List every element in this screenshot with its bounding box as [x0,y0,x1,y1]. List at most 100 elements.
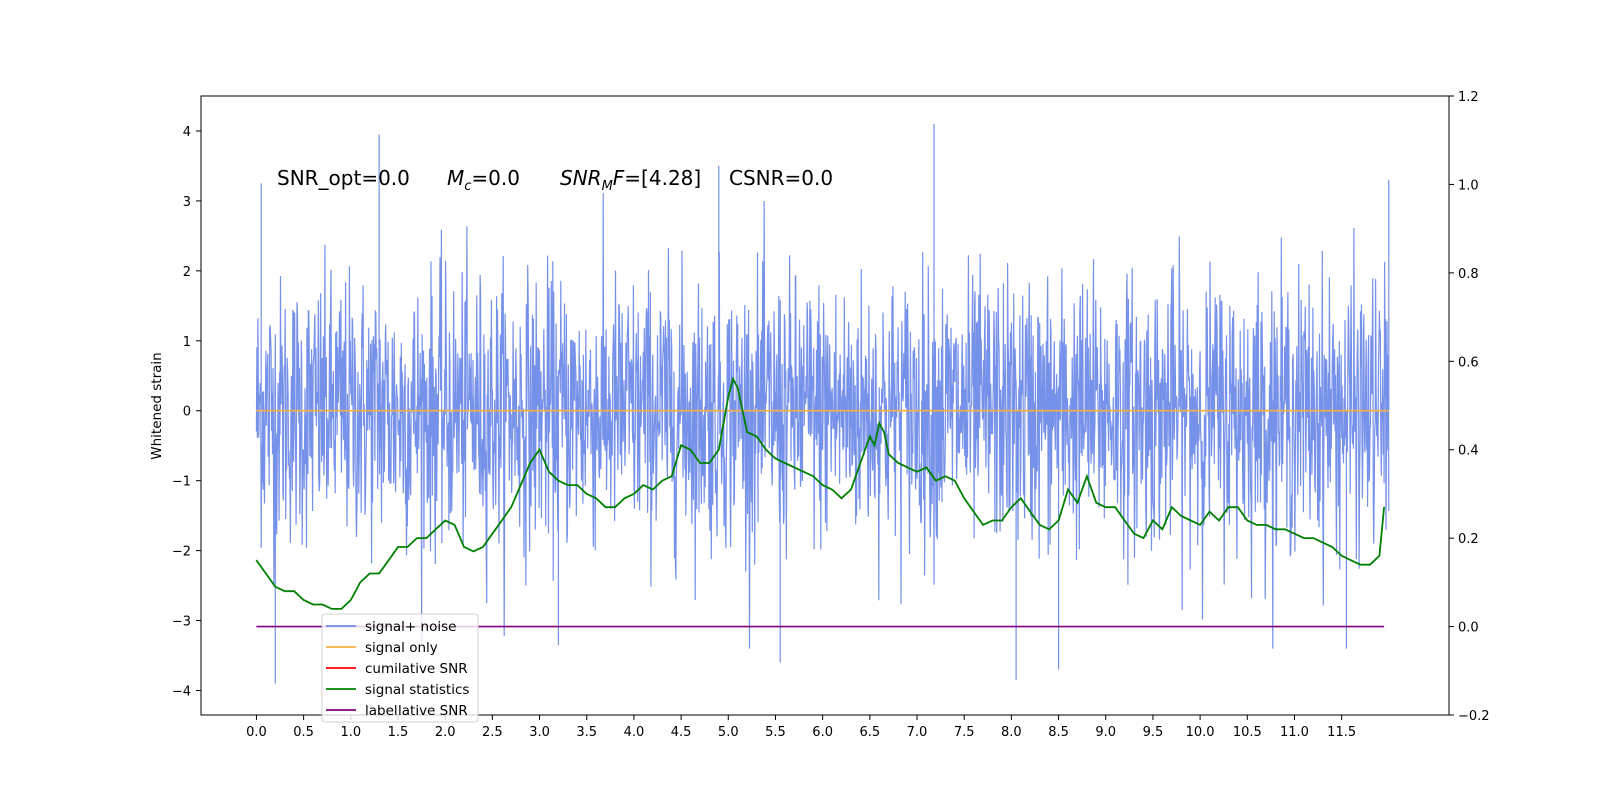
x-tick-label: 11.0 [1280,725,1309,740]
y2-tick-label: 0.6 [1458,355,1479,370]
signal-statistics-point [1312,537,1314,539]
plot-frame [200,95,1450,716]
signal-statistics-point [1124,519,1126,522]
signal-statistics-point [350,599,352,601]
signal-statistics-point [529,462,531,464]
signal-statistics-point [1086,475,1088,477]
x-tick-label: 7.5 [954,725,975,740]
x-tick-label: 6.0 [812,725,833,740]
signal-statistics-point [878,422,880,424]
signal-statistics-point [803,471,805,473]
x-tick-label: 4.0 [624,725,645,740]
signal-statistics-point [510,506,512,508]
signal-statistics-point [1010,506,1013,508]
y-tick-label: −2 [172,545,191,560]
signal-statistics-point [321,603,324,606]
signal-statistics-point [1293,533,1296,535]
signal-statistics-point [699,462,701,464]
signal-statistics-point [873,444,876,446]
signal-statistics-point [1284,528,1286,530]
x-tick-label: 9.0 [1095,725,1116,740]
x-tick-label: 0.5 [293,725,314,740]
signal-statistics-point [388,559,390,561]
signal-statistics-point [1076,502,1078,504]
signal-statistics-point [708,462,711,464]
signal-statistics-point [482,546,484,548]
x-tick-label: 5.0 [718,725,739,740]
y-tick-label: −1 [172,475,191,490]
signal-statistics-point [595,497,597,499]
signal-statistics-point [1359,564,1362,566]
signal-statistics-point [444,519,446,522]
signal-statistics-point [538,449,541,451]
signal-statistics-point [265,572,267,575]
signal-statistics-point [1180,515,1182,517]
signal-statistics-point [1218,519,1220,522]
signal-statistics-point [1152,519,1154,522]
y-tick-label: 4 [183,125,191,140]
signal-statistics-point [689,449,692,451]
annotation-chirp-mass: Mc=0.0 [447,166,520,194]
signal-statistics-point [850,488,852,491]
signal-statistics-point [425,537,427,539]
signal-statistics-point [1171,506,1173,508]
y-axis-left: 4 3 2 1 0 −1 −2 −3 −4 [172,125,201,700]
signal-statistics-point [1133,533,1135,535]
signal-statistics-point [727,396,729,398]
signal-statistics-point [340,608,342,610]
signal-statistics-point [935,480,937,482]
signal-statistics-point [406,546,408,548]
signal-statistics-point [472,550,475,553]
signal-statistics-point [1383,506,1385,508]
signal-statistics-point [520,484,522,486]
signal-statistics-point [1058,519,1060,522]
signal-statistics-point [397,546,399,548]
x-tick-label: 1.5 [388,725,409,740]
signal-statistics-point [765,449,767,451]
legend-box [321,613,479,723]
signal-statistics-point [1067,488,1069,491]
signal-statistics-point [897,462,899,464]
y-tick-label: 2 [183,265,191,280]
signal-statistics-point [840,497,843,499]
signal-statistics-point [1208,511,1211,513]
legend-item-signal-only: signal only [365,640,438,656]
signal-statistics-point [1227,506,1229,508]
signal-statistics-point [303,599,305,601]
series-signal-noise [255,124,1390,684]
x-tick-label: 3.0 [529,725,550,740]
legend-item-signal-statistics: signal statistics [365,682,469,698]
signal-statistics-point [255,559,257,561]
y-tick-label: 1 [183,335,191,350]
signal-statistics-point [501,519,503,522]
signal-statistics-point [746,431,748,433]
annotation-row: SNR_opt=0.0 Mc=0.0 SNRMF=[4.28] CSNR=0.0 [277,166,833,194]
y2-tick-label: 0.2 [1458,532,1479,547]
x-tick-label: 8.0 [1001,725,1022,740]
signal-statistics-point [812,475,814,477]
x-tick-label: 5.5 [765,725,786,740]
annotation-csnr: CSNR=0.0 [729,166,833,190]
signal-statistics-point [557,480,560,482]
signal-statistics-point [869,435,871,437]
signal-statistics-point [973,511,975,513]
signal-statistics-point [1256,524,1258,526]
signal-statistics-point [1246,519,1248,522]
signal-statistics-point [822,484,824,486]
signal-statistics-point [925,466,928,468]
y2-tick-label: 0.0 [1458,621,1479,636]
x-tick-label: 0.0 [246,725,267,740]
signal-statistics-point [454,524,456,526]
signal-statistics-point [1322,542,1324,544]
signal-statistics-point [312,603,314,606]
signal-statistics-point [916,471,918,473]
y-tick-label: −4 [172,685,191,700]
signal-statistics-point [548,471,550,473]
signal-statistics-point [491,533,493,535]
signal-statistics-point [991,519,994,522]
legend-ghost-text: lative SNR [398,703,468,719]
x-tick-label: 6.5 [859,725,880,740]
signal-statistics-point [1142,537,1145,539]
signal-statistics-point [642,484,644,486]
signal-statistics-point [1105,506,1107,508]
